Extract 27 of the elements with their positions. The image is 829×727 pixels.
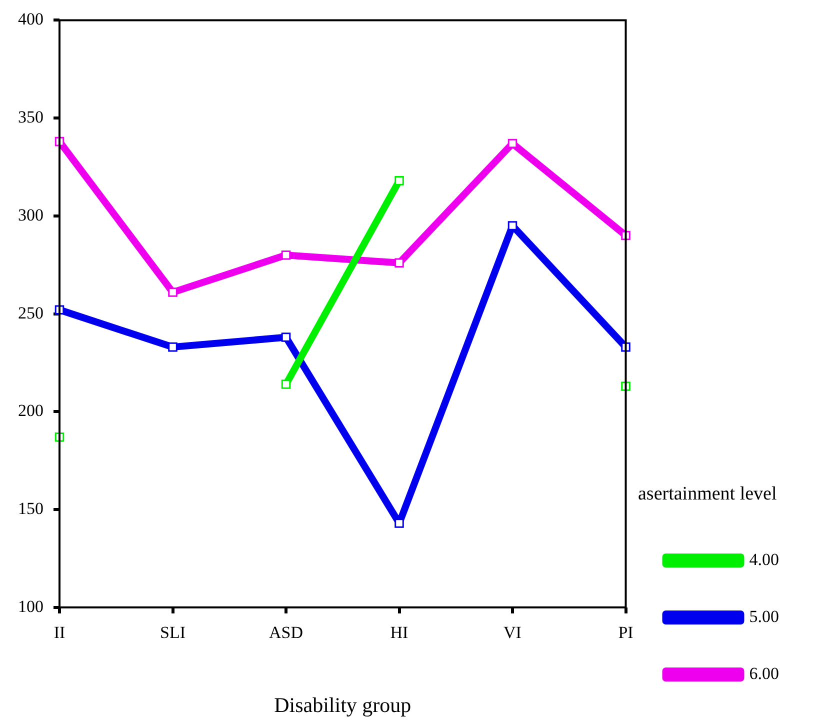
x-tick-label: PI (618, 623, 634, 642)
x-axis-title: Disability group (274, 692, 412, 717)
y-tick-label: 100 (18, 596, 44, 616)
point (508, 138, 518, 148)
point (168, 288, 178, 297)
point (281, 380, 291, 389)
y-tick-label: 400 (18, 10, 44, 29)
legend-title: asertainment level (638, 484, 777, 505)
point (281, 250, 291, 260)
legend-label: 4.00 (749, 550, 779, 569)
point (508, 221, 518, 230)
point (394, 176, 404, 186)
point (168, 342, 178, 352)
point (281, 332, 291, 342)
y-tick-label: 300 (18, 205, 44, 224)
x-tick-label: II (54, 623, 66, 642)
x-tick-label: VI (504, 623, 522, 642)
y-tick-label: 200 (18, 401, 44, 420)
x-tick-label: ASD (268, 623, 304, 642)
x-tick-label: HI (390, 623, 409, 642)
point (394, 258, 404, 268)
x-tick-label: SLI (160, 623, 186, 642)
legend-label: 5.00 (749, 606, 779, 626)
y-tick-label: 250 (18, 303, 44, 322)
y-tick-label: 350 (18, 108, 44, 127)
y-tick-label: 150 (18, 499, 44, 518)
legend-label: 6.00 (749, 664, 779, 683)
